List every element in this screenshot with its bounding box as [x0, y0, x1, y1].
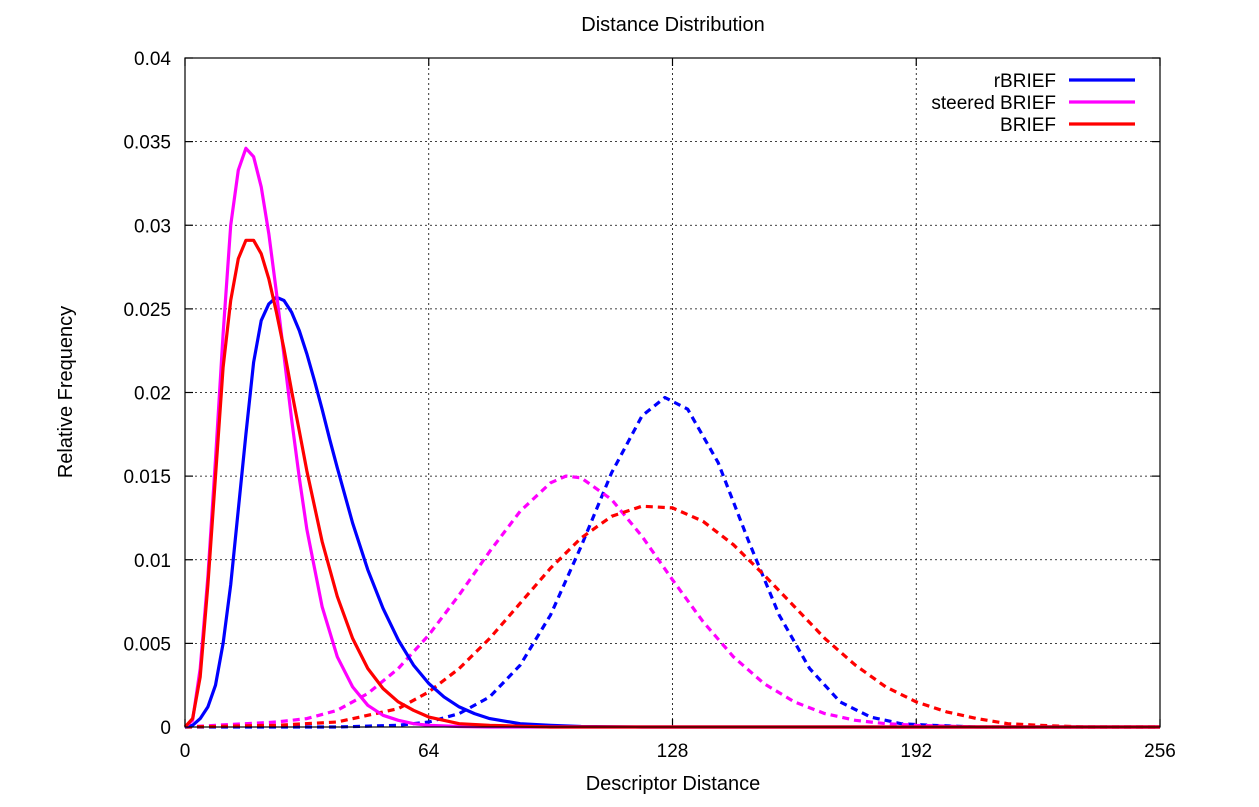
x-tick-label: 128: [657, 741, 689, 762]
y-tick-label: 0.02: [134, 384, 171, 405]
series-line-brief-dashed: [184, 504, 1160, 729]
y-tick-label: 0.01: [134, 551, 171, 572]
series-line-rbrief-solid: [184, 295, 1160, 729]
legend-label-rbrief: rBRIEF: [994, 71, 1056, 92]
series-line-rbrief-dashed: [185, 395, 1160, 729]
y-tick-label: 0.025: [123, 300, 171, 321]
y-tick-label: 0.04: [134, 49, 171, 70]
axis-ticks: 0 0.005 0.01 0.015 0.02 0.025 0.03 0.035 0.04 0 64…: [123, 49, 1175, 762]
legend-label-brief: BRIEF: [1000, 115, 1056, 136]
y-tick-label: 0.005: [123, 634, 171, 655]
series-lines: [183, 146, 1160, 729]
series-line-steered-brief-solid: [183, 146, 1160, 729]
x-tick-label: 0: [180, 741, 191, 762]
legend-label-steered-brief: steered BRIEF: [931, 93, 1056, 114]
x-tick-label: 256: [1144, 741, 1176, 762]
y-tick-label: 0.035: [123, 133, 171, 154]
grid: [185, 58, 1160, 727]
x-axis-label: Descriptor Distance: [586, 773, 761, 795]
series-line-brief-solid: [183, 238, 1160, 729]
chart-title: Distance Distribution: [581, 14, 764, 36]
x-tick-label: 64: [418, 741, 440, 762]
y-tick-label: 0.015: [123, 467, 171, 488]
series-line-steered-brief-dashed: [184, 474, 1160, 729]
plot-frame: [184, 57, 1161, 728]
y-axis-label: Relative Frequency: [55, 306, 77, 478]
x-tick-label: 192: [900, 741, 932, 762]
y-tick-label: 0.03: [134, 216, 171, 237]
y-tick-label: 0: [160, 718, 171, 739]
